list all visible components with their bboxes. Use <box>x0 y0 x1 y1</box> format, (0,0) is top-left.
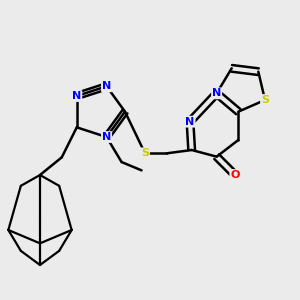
Text: S: S <box>261 95 269 105</box>
Text: N: N <box>102 132 111 142</box>
Text: S: S <box>141 148 149 158</box>
Text: N: N <box>185 117 195 127</box>
Text: N: N <box>72 91 81 101</box>
Text: N: N <box>212 88 221 98</box>
Text: N: N <box>102 81 111 91</box>
Text: O: O <box>230 170 240 180</box>
